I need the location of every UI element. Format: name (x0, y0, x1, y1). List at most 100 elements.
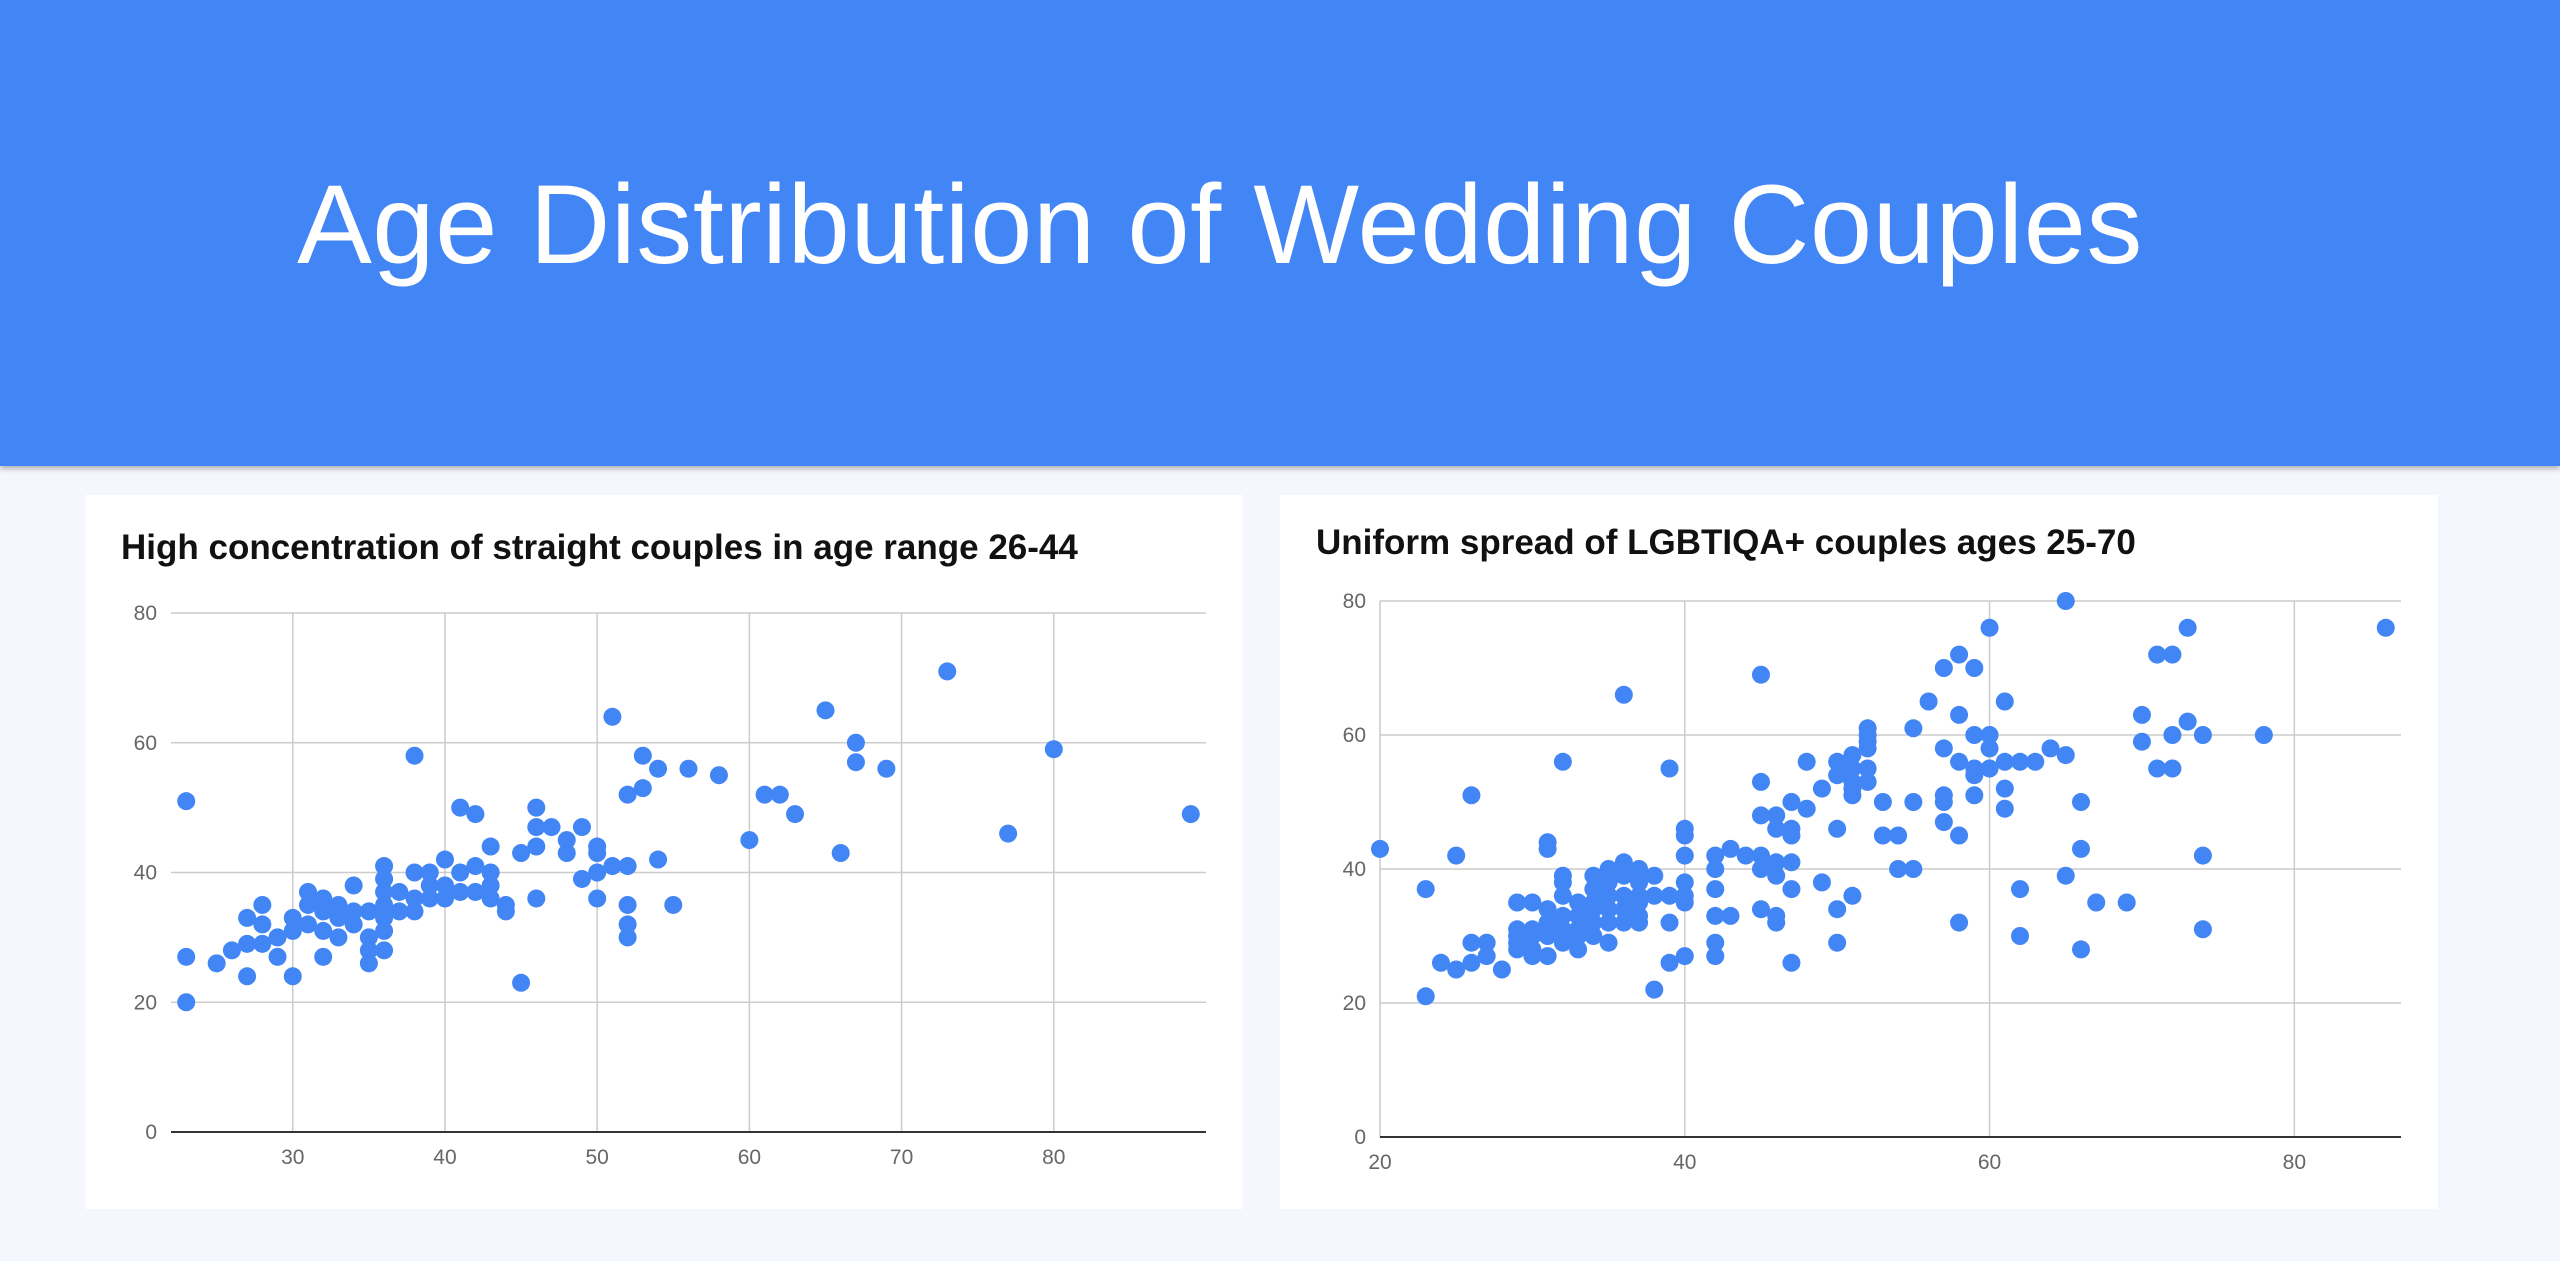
y-tick-label: 80 (134, 602, 157, 625)
data-point (405, 863, 424, 882)
data-point (2071, 839, 2090, 858)
data-point (1599, 933, 1618, 952)
data-point (1889, 860, 1908, 878)
data-point (405, 746, 424, 765)
data-point (618, 915, 637, 934)
data-point (298, 915, 317, 934)
data-point (1569, 940, 1588, 959)
data-point (1675, 947, 1694, 966)
data-point (207, 954, 226, 973)
data-point (1599, 873, 1618, 892)
data-point (679, 759, 698, 778)
data-point (846, 733, 865, 752)
data-point (1858, 739, 1877, 758)
data-point (1645, 980, 1664, 999)
data-point (1751, 665, 1770, 684)
data-point (603, 857, 622, 876)
data-point (1660, 886, 1679, 905)
data-point (572, 869, 591, 888)
x-tick-label: 70 (890, 1146, 913, 1169)
data-point (1950, 705, 1969, 724)
data-point (329, 928, 348, 947)
data-point (1751, 860, 1770, 878)
data-point (375, 882, 394, 901)
data-point (1675, 826, 1694, 845)
chart-card-straight: High concentration of straight couples i… (85, 495, 1243, 1209)
x-tick-label: 80 (1042, 1146, 1065, 1169)
data-point (314, 921, 333, 940)
data-point (1584, 927, 1603, 945)
data-point (1706, 846, 1725, 865)
data-point (1995, 752, 2014, 771)
data-point (1904, 719, 1923, 738)
data-point (633, 779, 652, 798)
data-point (1553, 886, 1572, 905)
data-point (1767, 806, 1786, 825)
data-point (1447, 960, 1466, 979)
data-point (359, 928, 378, 947)
data-point (1706, 933, 1725, 952)
data-point (314, 902, 333, 921)
data-point (2148, 645, 2167, 664)
data-point (1782, 826, 1801, 845)
data-point (1980, 618, 1999, 637)
data-point (253, 895, 272, 914)
data-point (1873, 793, 1892, 811)
data-point (2132, 732, 2151, 751)
data-point (177, 792, 196, 811)
data-point (1782, 793, 1801, 811)
data-point (770, 785, 789, 804)
data-point (1980, 759, 1999, 778)
x-tick-label: 20 (1368, 1151, 1391, 1174)
data-point (1630, 860, 1649, 878)
data-point (2056, 746, 2075, 765)
data-point (557, 844, 576, 863)
data-point (1044, 740, 1063, 759)
data-point (557, 831, 576, 850)
data-point (1721, 906, 1740, 925)
data-point (512, 844, 531, 863)
data-point (314, 947, 333, 966)
data-point (329, 908, 348, 927)
data-point (466, 882, 485, 901)
chart-title: Uniform spread of LGBTIQA+ couples ages … (1316, 523, 2136, 562)
data-point (633, 746, 652, 765)
data-point (435, 850, 454, 869)
data-point (1995, 799, 2014, 818)
data-point (1797, 752, 1816, 771)
data-point (268, 947, 287, 966)
data-point (359, 941, 378, 960)
data-point (268, 928, 287, 947)
data-point (1462, 953, 1481, 972)
data-point (1447, 846, 1466, 865)
data-point (1431, 953, 1450, 972)
data-point (1767, 819, 1786, 838)
data-point (1889, 826, 1908, 845)
data-point (1965, 659, 1984, 677)
data-point (405, 902, 424, 921)
data-point (1965, 766, 1984, 785)
data-point (1599, 860, 1618, 878)
data-point (1508, 940, 1527, 959)
data-point (877, 759, 896, 778)
data-point (649, 850, 668, 869)
data-point (1934, 739, 1953, 758)
data-point (1599, 913, 1618, 932)
data-point (1782, 880, 1801, 899)
data-point (527, 889, 546, 908)
data-point (1584, 900, 1603, 919)
data-point (375, 921, 394, 940)
data-point (1508, 893, 1527, 912)
data-point (588, 889, 607, 908)
data-point (1645, 886, 1664, 905)
data-point (1751, 900, 1770, 919)
data-point (2071, 793, 2090, 811)
data-point (1553, 920, 1572, 939)
data-point (1797, 799, 1816, 818)
data-point (1965, 726, 1984, 744)
data-point (603, 707, 622, 726)
data-point (1492, 960, 1511, 979)
data-point (1934, 793, 1953, 811)
data-point (1843, 786, 1862, 805)
